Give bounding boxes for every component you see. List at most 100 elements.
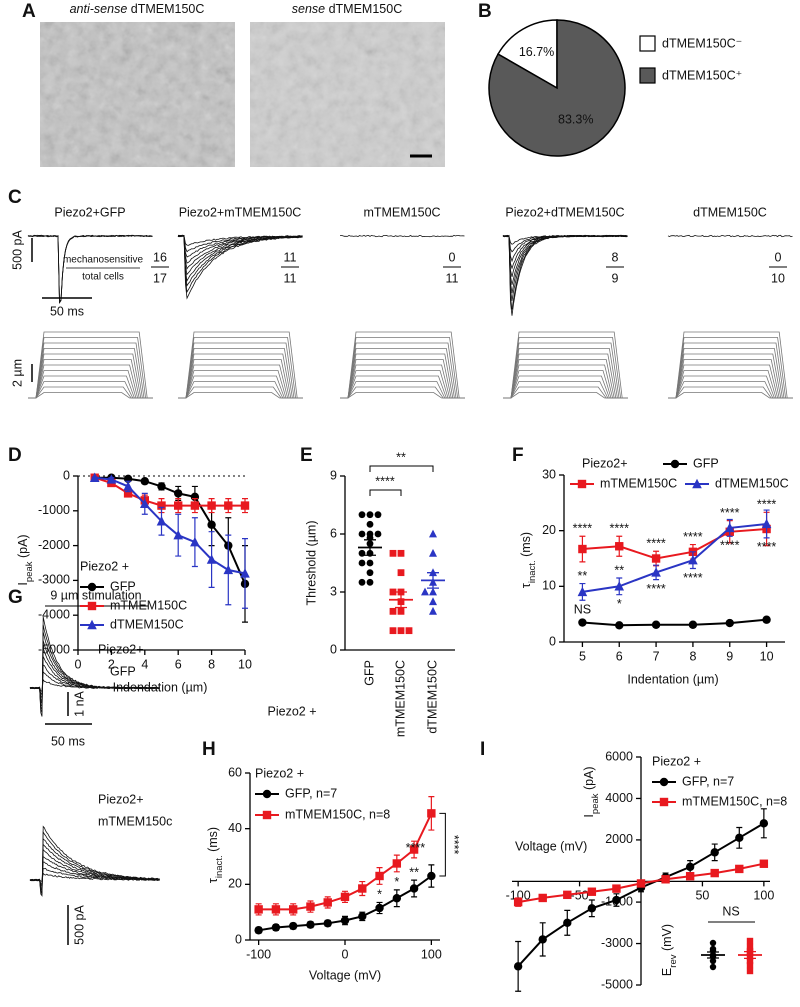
marker bbox=[288, 921, 298, 931]
marker bbox=[746, 957, 754, 965]
marker bbox=[709, 957, 717, 965]
marker bbox=[429, 587, 437, 596]
significance: * bbox=[394, 875, 399, 889]
marker bbox=[397, 627, 405, 635]
significance: **** bbox=[757, 540, 777, 554]
marker bbox=[366, 511, 374, 519]
y-tick-label: -1000 bbox=[38, 503, 70, 517]
marker bbox=[366, 520, 374, 528]
y-axis-label: Threshold (µm) bbox=[304, 521, 318, 606]
legend-label: GFP bbox=[110, 579, 136, 593]
current-trace bbox=[502, 234, 628, 310]
current-trace bbox=[30, 848, 160, 891]
y-axis-label: Ipeak (pA) bbox=[16, 534, 35, 585]
marker bbox=[661, 875, 670, 884]
marker bbox=[358, 559, 366, 567]
panel-label: C bbox=[8, 187, 22, 208]
y-tick-label: 30 bbox=[542, 467, 556, 481]
current-trace bbox=[502, 234, 628, 253]
marker bbox=[685, 871, 695, 881]
panel-label: H bbox=[202, 739, 216, 760]
trace-title: dTMEM150C bbox=[693, 205, 767, 219]
x-tick-label: 5 bbox=[579, 649, 586, 663]
current-trace bbox=[29, 616, 160, 717]
x-axis-label: Voltage (mV) bbox=[309, 968, 381, 982]
legend-title: Piezo2 + bbox=[80, 559, 129, 573]
legend-label: dTMEM150C bbox=[110, 617, 184, 631]
marker bbox=[615, 542, 624, 551]
marker bbox=[87, 601, 97, 611]
marker bbox=[224, 501, 233, 510]
marker bbox=[123, 489, 133, 498]
y-tick-label: -5000 bbox=[38, 642, 70, 656]
marker bbox=[746, 937, 754, 945]
marker bbox=[651, 567, 661, 577]
image-caption-part: dTMEM150C bbox=[325, 2, 402, 16]
marker bbox=[405, 627, 413, 635]
stimulus-trace bbox=[503, 337, 628, 399]
y-tick-label: -3000 bbox=[38, 573, 70, 587]
marker bbox=[358, 530, 366, 538]
marker bbox=[207, 501, 216, 510]
stimulus-label: 9 µm stimulation bbox=[50, 588, 141, 602]
marker bbox=[538, 935, 547, 944]
y-tick-label: 20 bbox=[542, 523, 556, 537]
y-axis-label-part: (pA) bbox=[582, 766, 596, 793]
marker bbox=[429, 606, 437, 615]
x-tick-label: 4 bbox=[141, 657, 148, 671]
marker bbox=[271, 905, 281, 914]
current-trace bbox=[29, 843, 160, 892]
ratio-label: mechanosensitive bbox=[63, 255, 143, 266]
stimulus-trace bbox=[668, 337, 793, 399]
stimulus-trace bbox=[503, 331, 628, 399]
marker bbox=[389, 607, 397, 615]
y-tick-label: 9 bbox=[330, 468, 337, 482]
y-tick-label: 4000 bbox=[605, 791, 633, 805]
current-trace bbox=[27, 234, 153, 304]
y-tick-label: 40 bbox=[228, 821, 242, 835]
scale-label: 500 pA bbox=[72, 905, 86, 945]
trace-title: Piezo2+mTMEM150C bbox=[179, 205, 302, 219]
ratio-label: total cells bbox=[82, 272, 124, 283]
marker bbox=[366, 578, 374, 586]
series-line bbox=[582, 618, 767, 627]
marker bbox=[174, 501, 183, 510]
marker bbox=[156, 516, 167, 526]
marker bbox=[735, 833, 744, 843]
panel-label: I bbox=[480, 739, 485, 760]
x-tick-label: 10 bbox=[238, 657, 252, 671]
y-axis-label: Erev (mV) bbox=[660, 924, 679, 976]
panel-label: G bbox=[8, 587, 23, 608]
series-line bbox=[94, 476, 246, 585]
responsive-count: 0 bbox=[775, 250, 782, 264]
marker bbox=[254, 905, 263, 914]
x-tick-label: 6 bbox=[175, 657, 182, 671]
error-bar bbox=[744, 950, 756, 960]
error-bar bbox=[707, 951, 719, 959]
trace-title: mTMEM150C bbox=[363, 205, 440, 219]
significance: **** bbox=[610, 522, 630, 536]
y-tick-label: 0 bbox=[549, 634, 556, 648]
marker bbox=[140, 498, 150, 509]
panel-label: B bbox=[478, 1, 492, 22]
y-tick-label: 0 bbox=[235, 932, 242, 946]
marker bbox=[262, 789, 272, 799]
marker bbox=[374, 511, 382, 519]
legend-label: dTMEM150C⁺ bbox=[662, 68, 742, 82]
marker bbox=[323, 898, 332, 907]
significance: ** bbox=[614, 563, 624, 577]
y-axis-label-part: E bbox=[660, 968, 674, 976]
panel-label: D bbox=[8, 445, 22, 466]
current-trace bbox=[30, 830, 160, 895]
trace-title: Piezo2+dTMEM150C bbox=[505, 205, 624, 219]
series-line bbox=[94, 476, 245, 507]
legend-title: Piezo2 + bbox=[652, 754, 701, 768]
current-trace bbox=[29, 825, 160, 897]
marker bbox=[612, 884, 621, 893]
y-axis-label-part: inact. bbox=[527, 560, 538, 583]
marker bbox=[87, 619, 97, 630]
marker bbox=[578, 618, 587, 627]
marker bbox=[735, 864, 744, 874]
